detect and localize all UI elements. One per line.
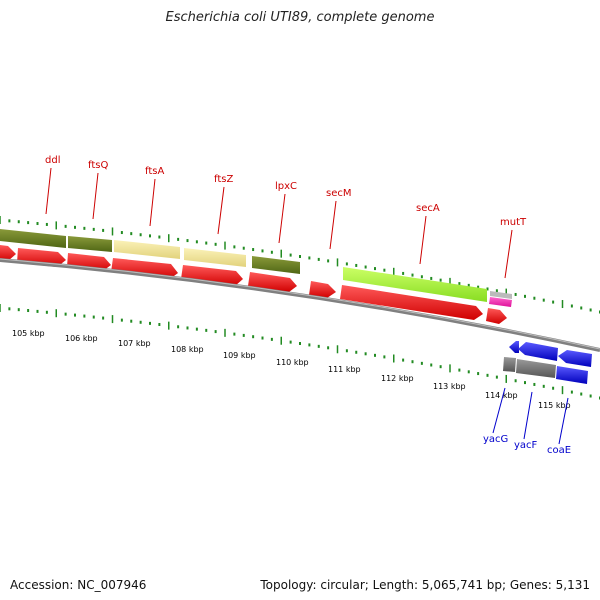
- feature-lime[interactable]: [343, 267, 487, 302]
- gene-leader-line: [92, 172, 99, 220]
- kbp-tick-label: 113 kbp: [433, 382, 466, 391]
- gene-leader-line: [45, 167, 52, 215]
- gene-label-ftsQ[interactable]: ftsQ: [88, 160, 108, 171]
- kbp-tick-label: 107 kbp: [118, 339, 151, 348]
- gene-labels-top: ddl ftsQ ftsA ftsZ lpxC secM secA mutT: [45, 155, 527, 279]
- feature-gray-yacF[interactable]: [516, 359, 556, 378]
- reverse-genes: [503, 341, 592, 384]
- kbp-tick-label: 110 kbp: [276, 358, 309, 367]
- gene-leader-line: [329, 200, 337, 250]
- gene-leader-line: [217, 186, 225, 235]
- kbp-tick-label: 115 kbp: [538, 401, 571, 410]
- kbp-tick-label: 105 kbp: [12, 329, 45, 338]
- topology-label: Topology: circular; Length: 5,065,741 bp…: [260, 578, 590, 592]
- gene-leader-line: [523, 391, 533, 440]
- gene-label-ftsA[interactable]: ftsA: [145, 166, 164, 177]
- gene-label-coaE[interactable]: coaE: [547, 445, 571, 456]
- feature-pink[interactable]: [489, 297, 512, 307]
- gene-leader-line: [419, 215, 427, 265]
- gene-label-lpxC[interactable]: lpxC: [275, 181, 297, 192]
- gene-label-secM[interactable]: secM: [326, 188, 352, 199]
- feature-khaki-1[interactable]: [114, 240, 180, 259]
- gene-arrow-1[interactable]: [0, 245, 16, 261]
- kbp-scale: 105 kbp 106 kbp 107 kbp 108 kbp 109 kbp 110 k…: [12, 329, 571, 410]
- genome-backbone-highlight: [0, 258, 600, 350]
- gene-arrow-lpxC[interactable]: [248, 272, 297, 292]
- gene-leader-line: [278, 193, 286, 244]
- feature-gray-yacG[interactable]: [503, 357, 516, 372]
- kbp-tick-label: 108 kbp: [171, 345, 204, 354]
- feature-khaki-2[interactable]: [184, 248, 246, 267]
- kbp-tick-label: 112 kbp: [381, 374, 414, 383]
- gene-arrow-coaE[interactable]: [558, 350, 592, 367]
- gene-label-ftsZ[interactable]: ftsZ: [214, 174, 233, 185]
- lower-tick-ring: [0, 304, 600, 400]
- gene-labels-bottom: yacG yacF coaE: [483, 387, 571, 456]
- gene-leader-line: [492, 387, 506, 434]
- gene-arrow-secM[interactable]: [309, 281, 336, 298]
- gene-leader-line: [504, 229, 513, 279]
- feature-blue-coaE[interactable]: [556, 366, 588, 384]
- accession-label: Accession: NC_007946: [10, 578, 147, 592]
- gene-arrow-yacF[interactable]: [518, 342, 558, 361]
- gene-leader-line: [558, 397, 569, 445]
- feature-olive-1[interactable]: [0, 229, 66, 248]
- kbp-tick-label: 109 kbp: [223, 351, 256, 360]
- feature-band: [0, 229, 512, 307]
- gene-label-yacG[interactable]: yacG: [483, 434, 508, 445]
- gene-label-ddl[interactable]: ddl: [45, 155, 60, 166]
- gene-label-secA[interactable]: secA: [416, 203, 440, 214]
- kbp-tick-label: 114 kbp: [485, 391, 518, 400]
- upper-tick-ring: [0, 216, 600, 314]
- feature-gray-small[interactable]: [490, 291, 512, 299]
- gene-arrow-yacG[interactable]: [509, 341, 519, 353]
- gene-leader-line: [149, 178, 156, 227]
- gene-label-yacF[interactable]: yacF: [514, 440, 538, 451]
- feature-olive-3[interactable]: [252, 256, 300, 274]
- genome-backbone: [0, 258, 600, 352]
- map-title: Escherichia coli UTI89, complete genome: [165, 10, 435, 25]
- kbp-tick-label: 106 kbp: [65, 334, 98, 343]
- gene-arrow-secA[interactable]: [340, 285, 483, 320]
- kbp-tick-label: 111 kbp: [328, 365, 361, 374]
- feature-olive-2[interactable]: [68, 236, 112, 252]
- gene-arrow-mutT[interactable]: [486, 308, 507, 324]
- gene-label-mutT[interactable]: mutT: [500, 217, 527, 228]
